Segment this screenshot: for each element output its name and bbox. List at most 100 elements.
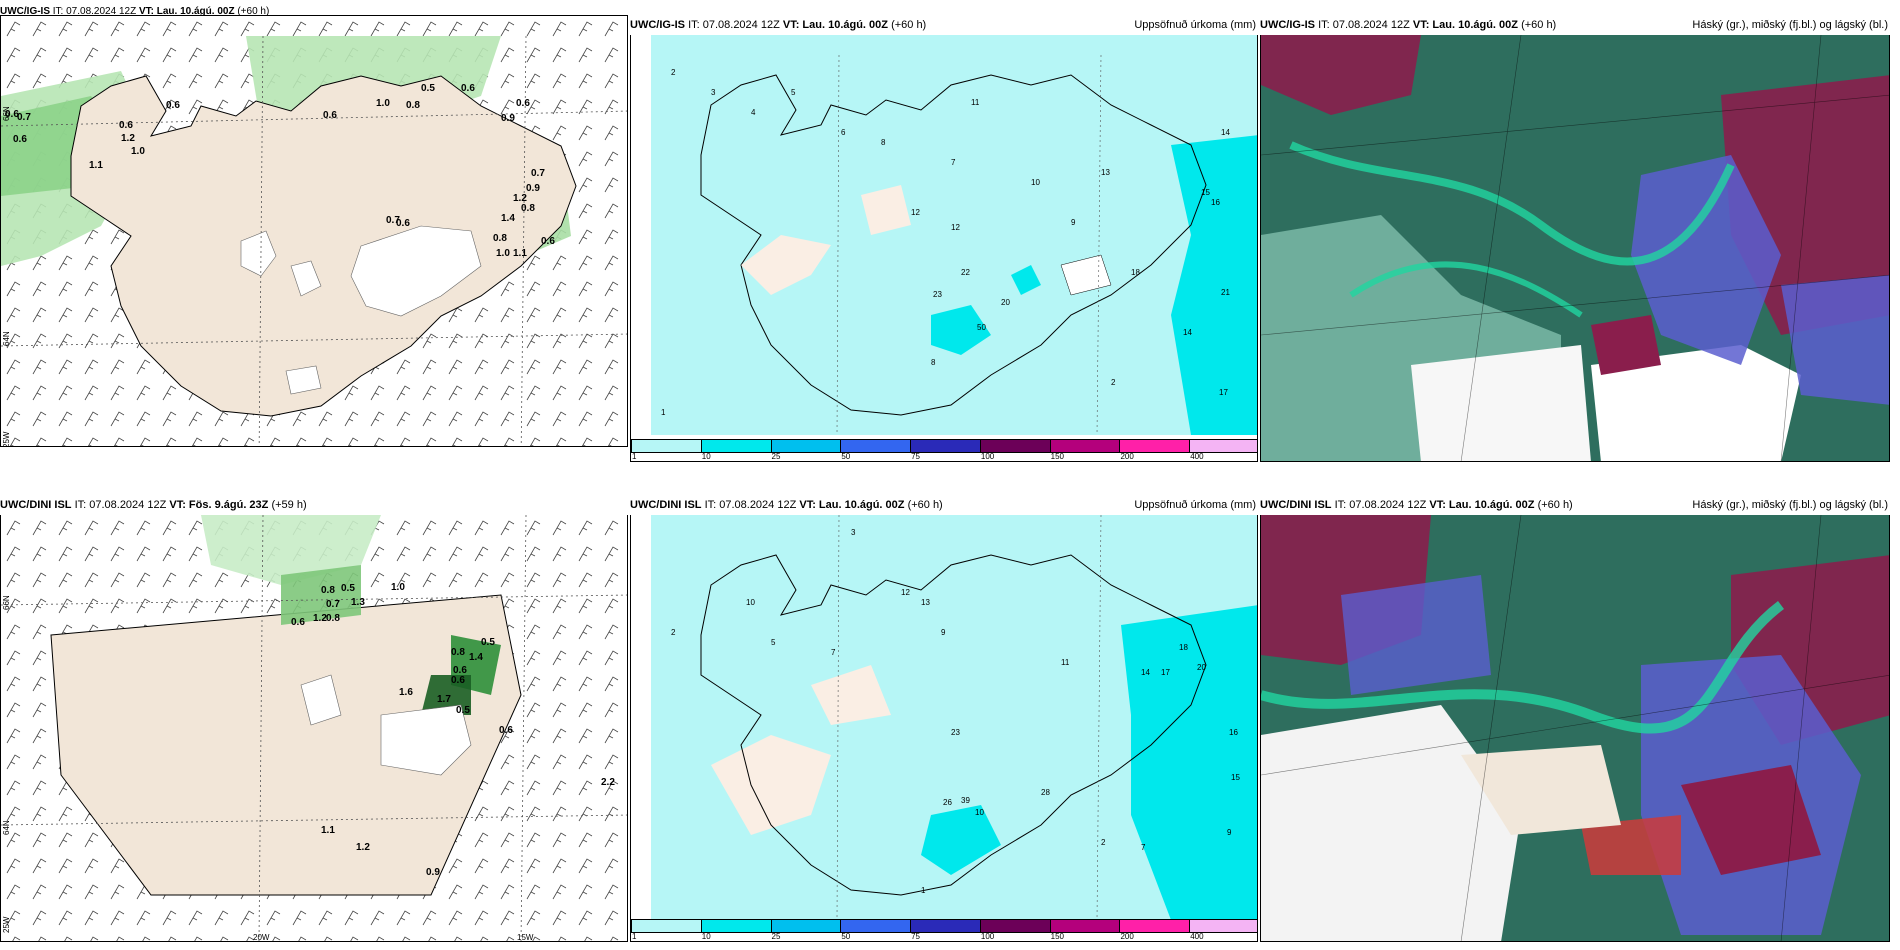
precip-label: 1.2 xyxy=(121,133,135,144)
panel-top-middle: UWC/IG-IS IT: 07.08.2024 12Z VT: Lau. 10… xyxy=(630,15,1258,462)
precip-label: 0.5 xyxy=(481,637,495,648)
lead-time: (+60 h) xyxy=(891,19,927,31)
precip-label: 1.0 xyxy=(376,98,390,109)
valid-time: VT: Lau. 10.ágú. 00Z xyxy=(799,499,905,511)
precip-label: 1.1 xyxy=(89,160,103,171)
precip-label: 0.7 xyxy=(326,599,340,610)
map-frame: 2 3 4 5 6 8 11 12 7 13 14 15 16 10 9 12 … xyxy=(630,35,1258,462)
panel-bottom-left: UWC/DINI ISL IT: 07.08.2024 12Z VT: Fös.… xyxy=(0,495,628,942)
precip-label: 39 xyxy=(961,796,970,805)
low-cloud-band xyxy=(1349,261,1583,318)
colorbar-tick-label: 150 xyxy=(1050,932,1065,941)
precip-label: 1.0 xyxy=(496,248,510,259)
high-cloud xyxy=(1581,815,1681,875)
low-cloud-band xyxy=(1261,601,1785,734)
model-source: UWC/DINI ISL xyxy=(630,499,702,511)
precip-label: 0.8 xyxy=(406,100,420,111)
precip-label: 18 xyxy=(1179,643,1188,652)
lead-time: (+60 h) xyxy=(1521,19,1557,31)
precip-label: 23 xyxy=(951,728,960,737)
precip-label: 9 xyxy=(941,628,946,637)
precip-label: 0.6 xyxy=(291,617,305,628)
glacier xyxy=(380,704,472,776)
colorbar-tick-label: 75 xyxy=(911,932,921,941)
precip-value-labels: 3 2 5 7 10 12 13 9 11 14 17 18 20 16 15 … xyxy=(671,528,1240,895)
colorbar-swatch xyxy=(770,439,842,453)
colorbar-tick-label: 400 xyxy=(1190,932,1204,941)
dry-area xyxy=(711,735,831,835)
colorbar-swatch xyxy=(1189,919,1257,933)
precip-label: 2 xyxy=(1111,378,1116,387)
colorbar-swatch xyxy=(910,439,981,453)
dry-area xyxy=(861,185,911,235)
init-time: IT: 07.08.2024 12Z xyxy=(74,499,167,511)
glacier xyxy=(350,225,482,317)
lead-time: (+60 h) xyxy=(907,499,943,511)
precip-label: 15 xyxy=(1201,188,1210,197)
lat-label: 66N xyxy=(2,595,11,610)
cloud-cover-map xyxy=(1261,515,1889,941)
precip-label: 11 xyxy=(1061,658,1070,667)
precip-label: 20 xyxy=(1197,663,1206,672)
lon-label: 15W xyxy=(517,933,534,942)
colorbar: 1 10 25 50 75 100 150 200 400 xyxy=(631,439,1257,461)
init-time: IT: 07.08.2024 12Z xyxy=(704,499,797,511)
precip-label: 1.6 xyxy=(399,687,413,698)
lat-label: 64N xyxy=(2,820,11,835)
graticule xyxy=(1261,515,1889,941)
panel-top-right: UWC/IG-IS IT: 07.08.2024 12Z VT: Lau. 10… xyxy=(1260,15,1890,462)
colorbar-tick-label: 150 xyxy=(1050,452,1065,461)
precip-label: 26 xyxy=(943,798,952,807)
precip-label: 6 xyxy=(841,128,846,137)
colorbar-swatch xyxy=(1119,919,1191,933)
model-source: UWC/DINI ISL xyxy=(0,499,72,511)
precip-label: 8 xyxy=(931,358,936,367)
precip-label: 2 xyxy=(671,628,676,637)
precip-label: 20 xyxy=(1001,298,1010,307)
colorbar-swatch xyxy=(840,919,912,933)
colorbar: 1 10 25 50 75 100 150 200 400 xyxy=(631,919,1257,941)
colorbar-swatch xyxy=(1119,439,1191,453)
colorbar-swatch xyxy=(770,919,842,933)
iceland-outline xyxy=(700,74,1207,416)
mid-cloud xyxy=(1341,575,1491,695)
colorbar-swatch xyxy=(1049,439,1121,453)
precip-label: 1.7 xyxy=(437,694,451,705)
colorbar-tick-label: 1 xyxy=(632,452,637,461)
wind-precip-map: 0.8 0.5 0.7 1.3 0.6 1.2 0.8 1.0 0.5 0.8 … xyxy=(1,515,627,942)
precip-label: 10 xyxy=(746,598,755,607)
model-source: UWC/IG-IS xyxy=(630,19,685,31)
panel-header: UWC/IG-IS IT: 07.08.2024 12Z VT: Lau. 10… xyxy=(630,15,926,35)
panel-variable: Uppsöfnuð úrkoma (mm) xyxy=(1134,499,1256,511)
lon-label: 25W xyxy=(2,916,11,933)
panel-variable: Háský (gr.), miðský (fj.bl.) og lágský (… xyxy=(1692,499,1888,511)
precip-field-10 xyxy=(1011,265,1041,295)
precip-label: 0.6 xyxy=(5,109,19,120)
precip-label: 0.8 xyxy=(521,203,535,214)
colorbar-tick-label: 10 xyxy=(701,932,711,941)
iceland-landmass xyxy=(70,75,577,417)
precip-label: 14 xyxy=(1183,328,1192,337)
colorbar-tick-label: 50 xyxy=(841,932,851,941)
precip-label: 7 xyxy=(1141,843,1146,852)
high-cloud xyxy=(1261,35,1421,115)
precip-label: 14 xyxy=(1141,668,1150,677)
valid-time: VT: Lau. 10.ágú. 00Z xyxy=(782,19,888,31)
panel-bottom-right: UWC/DINI ISL IT: 07.08.2024 12Z VT: Lau.… xyxy=(1260,495,1890,942)
precip-label: 3 xyxy=(711,88,716,97)
valid-time: VT: Lau. 10.ágú. 00Z xyxy=(138,6,235,17)
precip-label: 2.2 xyxy=(601,777,615,788)
lead-time: (+60 h) xyxy=(237,6,270,17)
precip-label: 0.6 xyxy=(516,98,530,109)
precip-label: 21 xyxy=(1221,288,1230,297)
colorbar-swatch xyxy=(631,919,702,933)
init-time: IT: 07.08.2024 12Z xyxy=(1334,499,1427,511)
precip-label: 0.9 xyxy=(526,183,540,194)
precip-label: 12 xyxy=(911,208,920,217)
precip-label: 0.6 xyxy=(541,236,555,247)
precip-label: 12 xyxy=(951,223,960,232)
colorbar-tick-label: 1 xyxy=(632,932,637,941)
precip-value-labels: 2 3 4 5 6 8 11 12 7 13 14 15 16 10 9 12 … xyxy=(661,68,1230,417)
precip-area xyxy=(421,675,471,715)
glacier xyxy=(285,365,322,395)
